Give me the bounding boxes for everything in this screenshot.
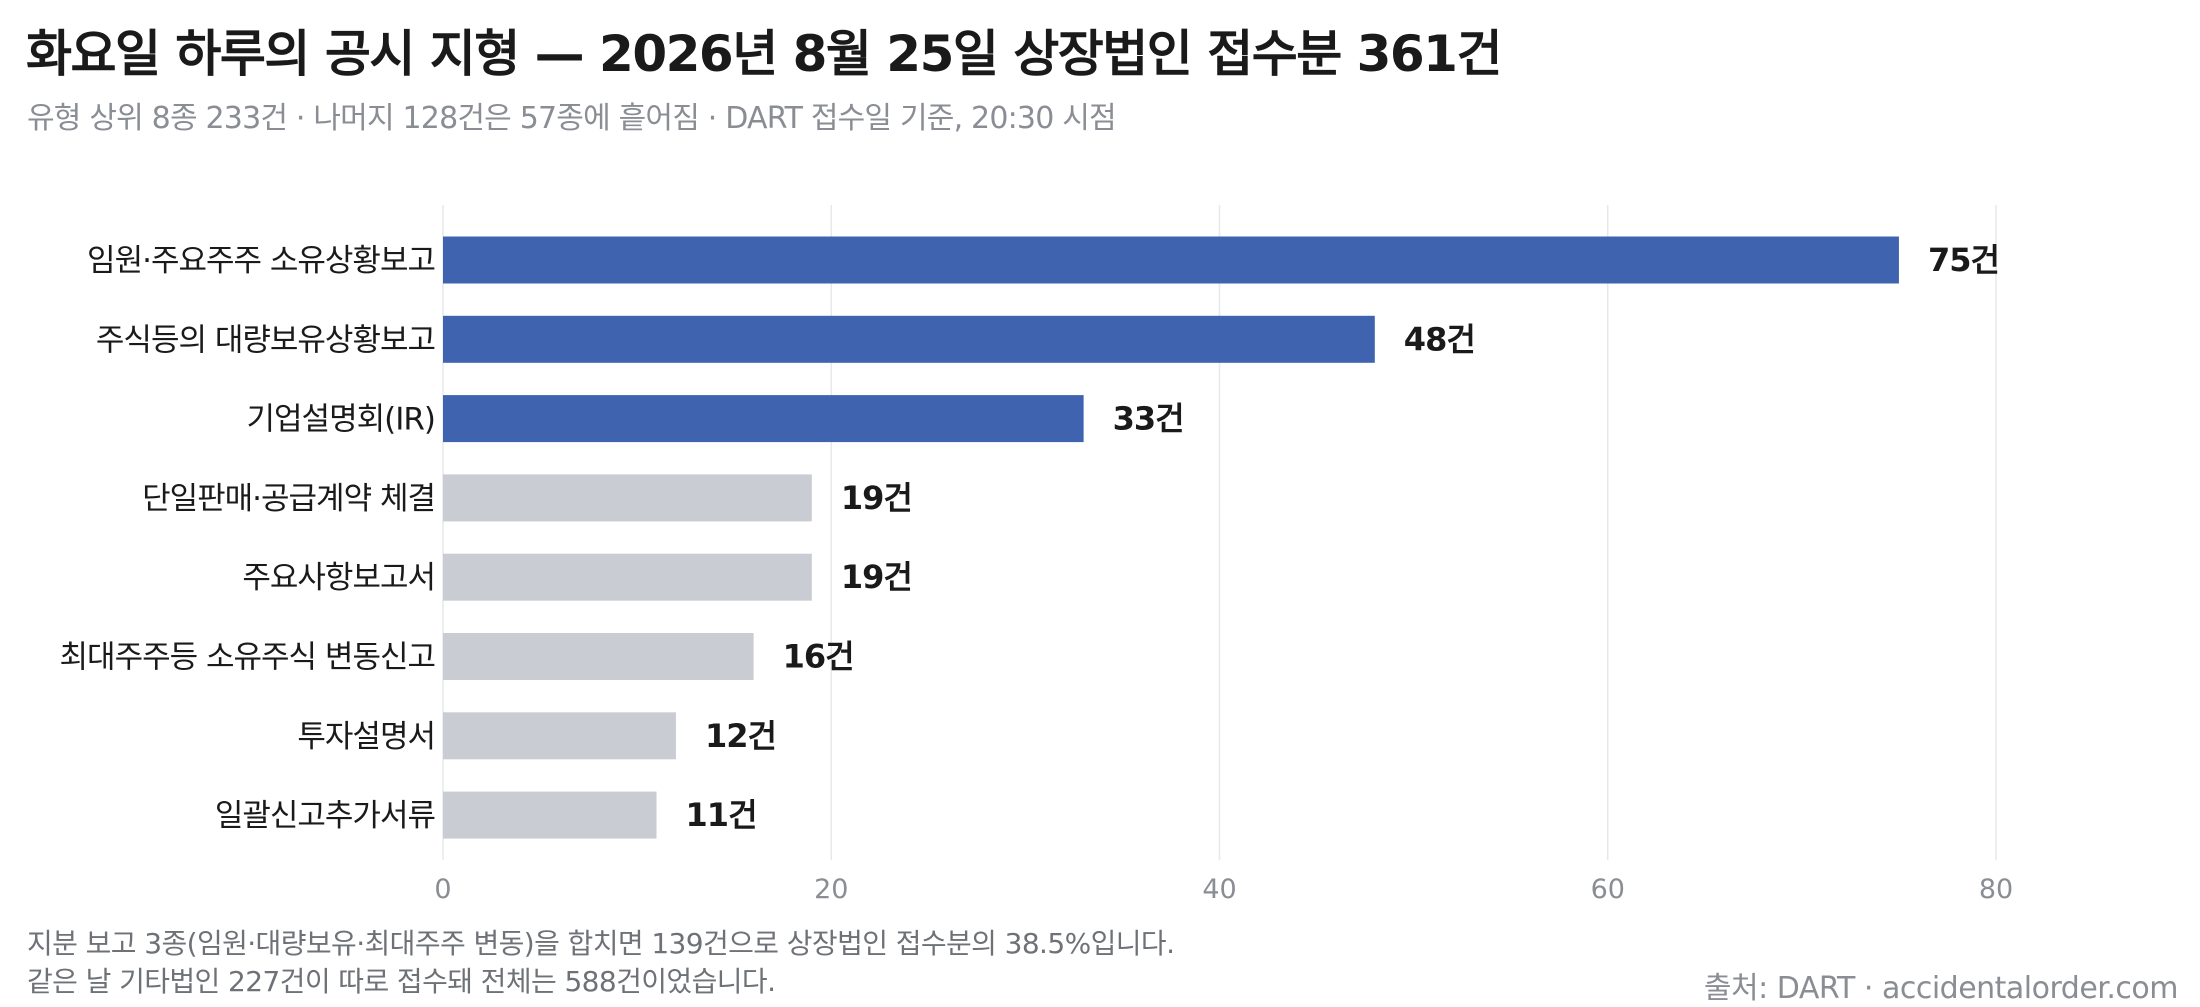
footnote-line-1: 지분 보고 3종(임원·대량보유·최대주주 변동)을 합치면 139건으로 상장… — [27, 927, 1175, 960]
category-label: 일괄신고추가서류 — [215, 798, 435, 834]
category-label: 임원·주요주주 소유상황보고 — [87, 243, 435, 279]
category-label: 투자설명서 — [297, 719, 435, 755]
bar-1 — [443, 315, 1375, 363]
value-label: 33건 — [1113, 400, 1184, 438]
bar-7 — [443, 791, 657, 839]
gridlines — [442, 205, 1997, 860]
bar-6 — [443, 712, 676, 760]
bars — [443, 236, 1899, 839]
x-tick-label: 40 — [1202, 874, 1236, 905]
category-label: 주요사항보고서 — [242, 560, 435, 596]
chart-subtitle: 유형 상위 8종 233건 · 나머지 128건은 57종에 흩어짐 · DAR… — [27, 101, 1117, 136]
category-label: 기업설명회(IR) — [247, 402, 435, 438]
chart-title: 화요일 하루의 공시 지형 — 2026년 8월 25일 상장법인 접수분 36… — [26, 25, 1502, 83]
bar-0 — [443, 236, 1899, 284]
footnote-line-2: 같은 날 기타법인 227건이 따로 접수돼 전체는 588건이었습니다. — [27, 965, 776, 998]
bar-3 — [443, 474, 812, 522]
category-label: 최대주주등 소유주식 변동신고 — [60, 640, 435, 676]
value-label: 12건 — [705, 717, 776, 755]
value-label: 48건 — [1404, 320, 1475, 358]
bar-2 — [443, 395, 1084, 443]
x-tick-label: 60 — [1591, 874, 1625, 905]
source-credit: 출처: DART · accidentalorder.com — [1703, 971, 2179, 1006]
category-label: 주식등의 대량보유상황보고 — [96, 322, 435, 358]
category-label: 단일판매·공급계약 체결 — [142, 481, 435, 517]
x-tick-label: 80 — [1979, 874, 2013, 905]
value-label: 11건 — [686, 796, 757, 834]
value-label: 19건 — [841, 558, 912, 596]
value-label: 19건 — [841, 479, 912, 517]
x-tick-label: 0 — [434, 874, 451, 905]
value-label: 75건 — [1928, 241, 1999, 279]
bar-4 — [443, 553, 812, 601]
bar-5 — [443, 633, 754, 680]
x-tick-label: 20 — [814, 874, 848, 905]
value-label: 16건 — [783, 638, 854, 676]
footnote: 지분 보고 3종(임원·대량보유·최대주주 변동)을 합치면 139건으로 상장… — [27, 925, 1175, 1001]
